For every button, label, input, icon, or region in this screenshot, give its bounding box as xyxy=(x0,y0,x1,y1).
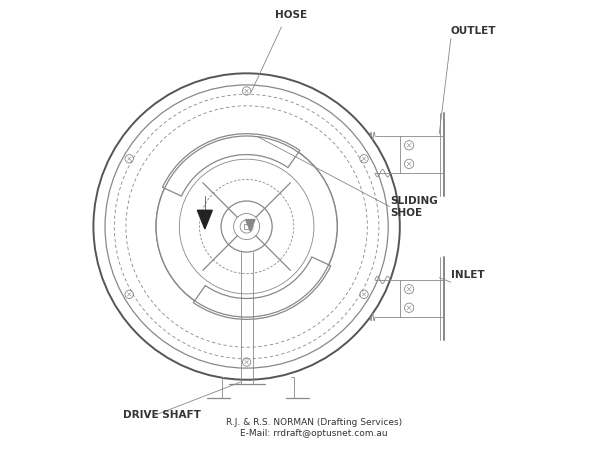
Polygon shape xyxy=(245,219,255,231)
Text: SLIDING: SLIDING xyxy=(391,196,438,206)
Text: INLET: INLET xyxy=(451,270,484,280)
Text: R.J. & R.S. NORMAN (Drafting Services)
E-Mail: rrdraft@optusnet.com.au: R.J. & R.S. NORMAN (Drafting Services) E… xyxy=(226,418,402,438)
Text: HOSE: HOSE xyxy=(275,10,307,20)
Bar xyxy=(244,224,249,229)
Text: OUTLET: OUTLET xyxy=(451,26,496,36)
Text: SHOE: SHOE xyxy=(391,208,422,218)
Polygon shape xyxy=(197,210,212,229)
Text: DRIVE SHAFT: DRIVE SHAFT xyxy=(122,410,200,420)
